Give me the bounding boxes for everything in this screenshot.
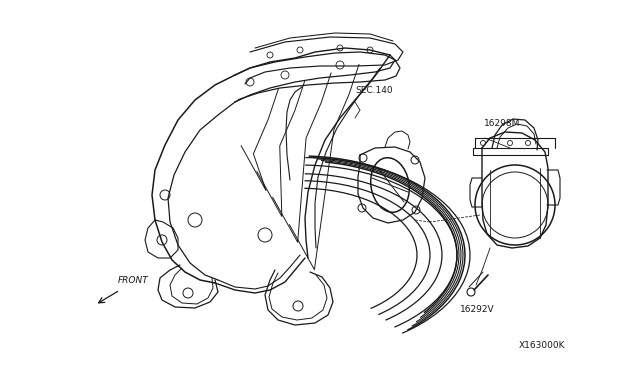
Text: SEC.140: SEC.140 bbox=[355, 86, 392, 95]
Text: FRONT: FRONT bbox=[118, 276, 148, 285]
Text: 16292V: 16292V bbox=[460, 305, 495, 314]
Text: 16298M: 16298M bbox=[484, 119, 520, 128]
Text: X163000K: X163000K bbox=[518, 341, 565, 350]
